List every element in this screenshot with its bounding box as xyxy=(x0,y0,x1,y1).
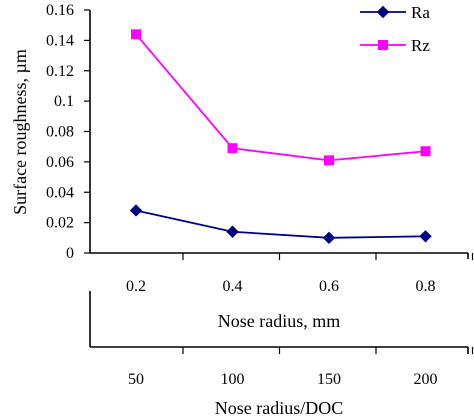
x-tick-group: 0.2 0.4 0.6 0.8 xyxy=(126,253,474,295)
data-point-ra xyxy=(419,230,432,243)
y-tick-label: 0.02 xyxy=(46,215,74,232)
series-line-rz xyxy=(135,33,426,162)
secondary-x-tick-label: 50 xyxy=(128,371,144,388)
y-tick-label: 0.16 xyxy=(46,2,74,19)
data-point-rz xyxy=(131,29,141,40)
series-line-ra xyxy=(135,209,426,239)
data-point-rz xyxy=(324,155,334,166)
secondary-x-tick-label: 200 xyxy=(414,371,438,388)
y-tick-label: 0.14 xyxy=(46,32,74,49)
series-ra xyxy=(129,204,432,245)
y-tick-group: 0 0.02 0.04 0.06 0.08 0.1 0.12 0.14 0.16 xyxy=(46,2,90,262)
y-tick-label: 0 xyxy=(66,245,74,262)
y-axis-title: Surface roughness, µm xyxy=(10,49,30,215)
y-tick-label: 0.08 xyxy=(46,124,74,141)
data-point-ra xyxy=(226,225,239,238)
y-tick-label: 0.04 xyxy=(46,184,74,201)
legend-marker-ra xyxy=(376,5,390,19)
legend-item-ra: Ra xyxy=(360,3,430,22)
x-tick-label: 0.4 xyxy=(223,278,243,295)
legend-item-rz: Rz xyxy=(360,36,430,55)
legend-marker-rz xyxy=(378,40,388,50)
y-tick-label: 0.1 xyxy=(54,93,74,110)
data-point-rz xyxy=(227,143,238,154)
data-point-ra xyxy=(129,204,143,217)
y-tick-label: 0.06 xyxy=(46,154,74,171)
legend-label: Ra xyxy=(411,3,430,22)
series-rz xyxy=(131,29,431,166)
secondary-x-axis-title: Nose radius/DOC xyxy=(215,398,344,418)
legend-label: Rz xyxy=(411,36,430,55)
data-point-ra xyxy=(322,231,336,245)
secondary-x-tick-label: 150 xyxy=(317,371,341,388)
data-point-rz xyxy=(420,146,431,157)
x-axis-title: Nose radius, mm xyxy=(218,311,340,331)
y-tick-label: 0.12 xyxy=(46,63,74,80)
x-tick-label: 0.6 xyxy=(319,278,339,295)
secondary-x-tick-label: 100 xyxy=(221,371,245,388)
series-group xyxy=(129,29,432,245)
x-tick-label: 0.2 xyxy=(126,278,146,295)
x-tick-label: 0.8 xyxy=(416,278,436,295)
legend: Ra Rz xyxy=(360,3,430,55)
secondary-x-tick-group: 50 100 150 200 xyxy=(128,347,474,388)
